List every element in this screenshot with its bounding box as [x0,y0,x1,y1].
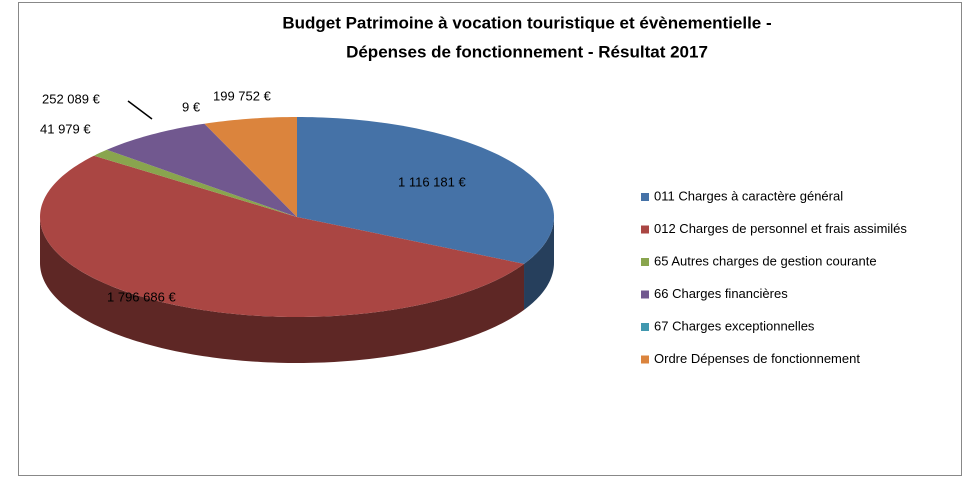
slice [106,123,298,217]
slice [93,149,297,217]
chart-title: Dépenses de fonctionnement - Résultat 20… [346,42,708,61]
legend-swatch [641,225,649,234]
leader-line [127,100,153,120]
legend-label: Ordre Dépenses de fonctionnement [654,351,860,366]
legend-swatch [641,323,649,331]
slice-side [40,217,525,363]
data-label: 1 116 181 € [398,174,466,189]
legend-swatch [641,193,649,201]
legend-swatch [641,258,649,266]
slice [297,117,554,264]
slice [204,117,297,217]
legend-label: 011 Charges à caractère général [654,188,843,203]
legend-swatch [641,355,649,364]
legend-label: 012 Charges de personnel et frais assimi… [654,221,907,236]
data-label: 9 € [182,99,201,114]
data-label: 199 752 € [213,88,272,103]
legend-label: 67 Charges exceptionnelles [654,318,815,333]
data-label: 41 979 € [40,121,91,136]
legend-label: 65 Autres charges de gestion courante [654,253,877,268]
slice [40,155,525,317]
chart-title: Budget Patrimoine à vocation touristique… [282,13,771,32]
data-label: 1 796 686 € [107,289,176,304]
slice-side [524,217,554,310]
legend-label: 66 Charges financières [654,286,788,301]
legend-swatch [641,290,649,299]
data-label: 252 089 € [42,91,101,106]
